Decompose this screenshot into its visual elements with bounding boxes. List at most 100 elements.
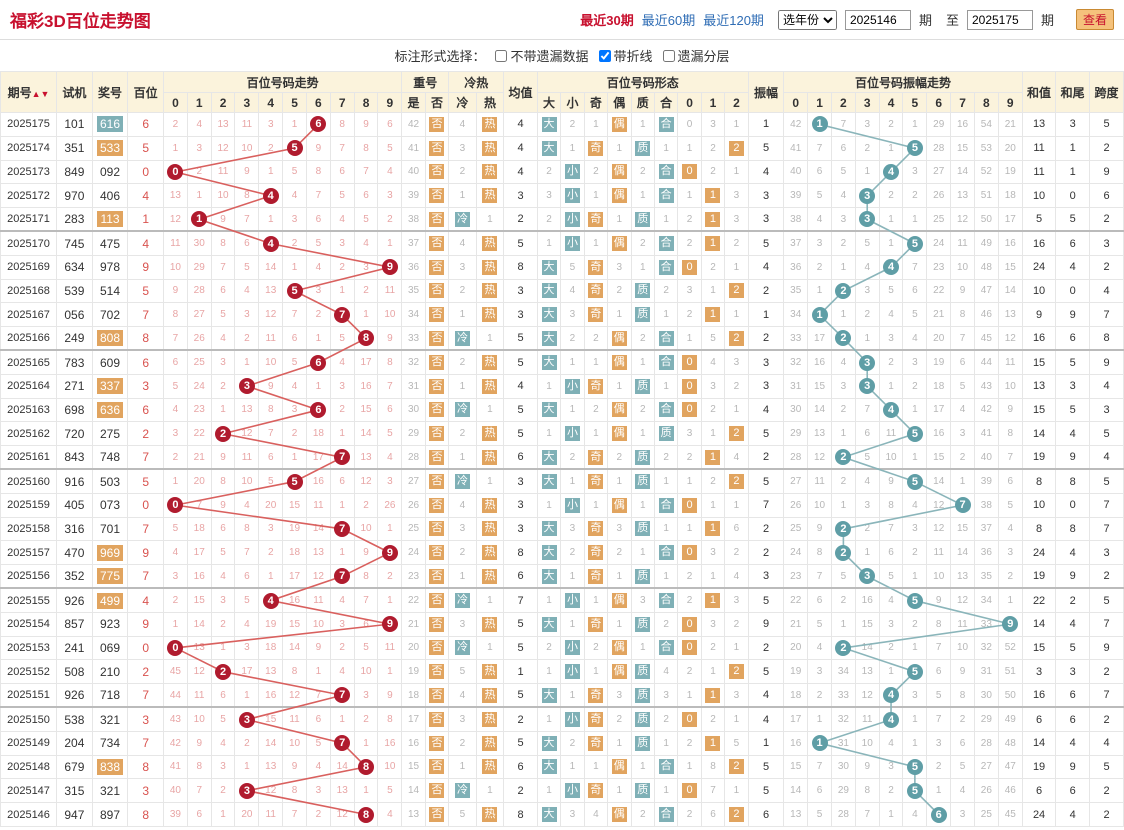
amp-ball: 3 (854, 373, 880, 399)
amp-miss: 14 (950, 159, 975, 185)
amp-miss: 38 (973, 492, 999, 518)
tail-cell: 8 (1055, 516, 1090, 542)
form-mark: 合 (658, 759, 674, 775)
avg-cell: 8 (503, 254, 538, 280)
trend-miss: 3 (329, 230, 355, 256)
form-mark: 1 (705, 687, 721, 703)
coldhot-cell: 1 (475, 326, 505, 351)
link-recent-60[interactable]: 最近60期 (641, 13, 696, 28)
trend-ball: 3 (234, 778, 260, 804)
amp-miss: 24 (783, 540, 809, 566)
repeat-cell: 15 (401, 754, 426, 780)
form-cell: 4 (560, 278, 585, 304)
form-cell: 3 (724, 349, 749, 375)
form-cell: 质 (653, 421, 679, 447)
test-cell: 849 (56, 159, 93, 185)
form-cell: 小 (560, 659, 585, 685)
repeat-cell: 23 (401, 564, 426, 589)
form-cell: 合 (653, 112, 679, 137)
trend-miss: 19 (258, 611, 284, 637)
amp-miss: 6 (807, 159, 832, 185)
form-cell: 0 (677, 373, 702, 399)
repeat-cell: 21 (401, 611, 426, 637)
amp-miss: 2 (854, 135, 880, 161)
issue-cell: 2025167 (0, 302, 58, 328)
amp-miss: 48 (997, 730, 1023, 756)
amp-digit-0: 0 (783, 92, 809, 113)
trend-miss: 2 (210, 778, 236, 804)
trend-ball: 7 (329, 302, 355, 328)
trend-ball-mark: 2 (215, 425, 232, 442)
option-layered[interactable]: 遗漏分层 (662, 46, 730, 65)
trend-ball-mark: 7 (334, 520, 351, 537)
form-cell: 3 (560, 516, 585, 542)
amp-ball: 2 (830, 326, 856, 351)
trend-digit-5: 5 (282, 92, 307, 113)
trend-miss: 6 (353, 611, 379, 637)
checkbox-no-miss[interactable] (495, 49, 508, 62)
trend-miss: 3 (210, 754, 236, 780)
trend-miss: 3 (163, 564, 188, 589)
form-cell: 合 (653, 492, 679, 518)
amp-digit-6: 6 (926, 92, 952, 113)
link-recent-30[interactable]: 最近30期 (580, 13, 634, 28)
form-cell: 质 (630, 611, 655, 637)
option-with-line[interactable]: 带折线 (598, 46, 653, 65)
form-mark: 2 (728, 807, 744, 822)
trend-miss: 11 (282, 706, 307, 732)
issue-cell: 2025160 (0, 468, 58, 494)
form-cell: 奇 (583, 683, 609, 708)
trend-digit-2: 2 (210, 92, 236, 113)
coldhot-cell: 1 (475, 207, 505, 232)
hundred-cell: 7 (127, 445, 164, 470)
amp-miss: 16 (854, 587, 880, 613)
year-select[interactable]: 选年份 (777, 9, 837, 30)
amp-miss: 41 (973, 421, 999, 447)
form-cell: 2 (607, 540, 632, 566)
form-cell: 奇 (583, 445, 609, 470)
form-cell: 2 (677, 587, 702, 613)
trend-miss: 4 (186, 112, 212, 137)
sum-cell: 16 (1021, 230, 1057, 256)
avg-cell: 3 (503, 183, 538, 209)
amp-ball: 3 (854, 564, 880, 589)
amp-ball-mark: 4 (883, 163, 900, 180)
trend-miss: 9 (258, 373, 284, 399)
tail-cell: 8 (1055, 468, 1090, 494)
amp-miss: 8 (950, 683, 975, 708)
col-issue[interactable]: 期号▲▼ (0, 71, 58, 113)
trend-miss: 40 (163, 778, 188, 804)
form-cell: 偶 (607, 754, 632, 780)
from-issue-input[interactable] (844, 9, 911, 30)
amp-miss: 40 (783, 159, 809, 185)
coldhot-cell: 热 (475, 159, 505, 185)
repeat-mark: 否 (429, 568, 445, 584)
hundred-cell: 9 (127, 611, 164, 637)
amp-miss: 31 (973, 659, 999, 685)
amp-miss: 1 (926, 778, 952, 804)
amp-miss: 54 (973, 112, 999, 137)
trend-miss: 7 (282, 802, 307, 827)
amp-miss: 13 (854, 659, 880, 685)
checkbox-with-line[interactable] (598, 49, 611, 62)
form-cell: 2 (677, 564, 702, 589)
checkbox-layered[interactable] (662, 49, 675, 62)
form-cell: 1 (560, 397, 585, 423)
option-no-miss[interactable]: 不带遗漏数据 (495, 46, 589, 65)
query-button[interactable]: 查看 (1075, 9, 1114, 30)
trend-miss: 2 (377, 207, 403, 232)
amp-miss: 42 (783, 112, 809, 137)
repeat-cell: 否 (424, 302, 450, 328)
form-mark: 大 (541, 687, 557, 703)
repeat-mark: 否 (429, 188, 445, 204)
to-issue-input[interactable] (966, 9, 1033, 30)
trend-miss: 5 (377, 421, 403, 447)
trend-miss: 4 (210, 730, 236, 756)
link-recent-120[interactable]: 最近120期 (703, 13, 764, 28)
amp-cell: 4 (747, 397, 785, 423)
trend-miss: 8 (282, 778, 307, 804)
coldhot-cell: 1 (448, 302, 477, 328)
repeat-mark: 否 (429, 307, 445, 323)
form-cell: 2 (630, 802, 655, 827)
form-cell: 1 (700, 230, 726, 256)
